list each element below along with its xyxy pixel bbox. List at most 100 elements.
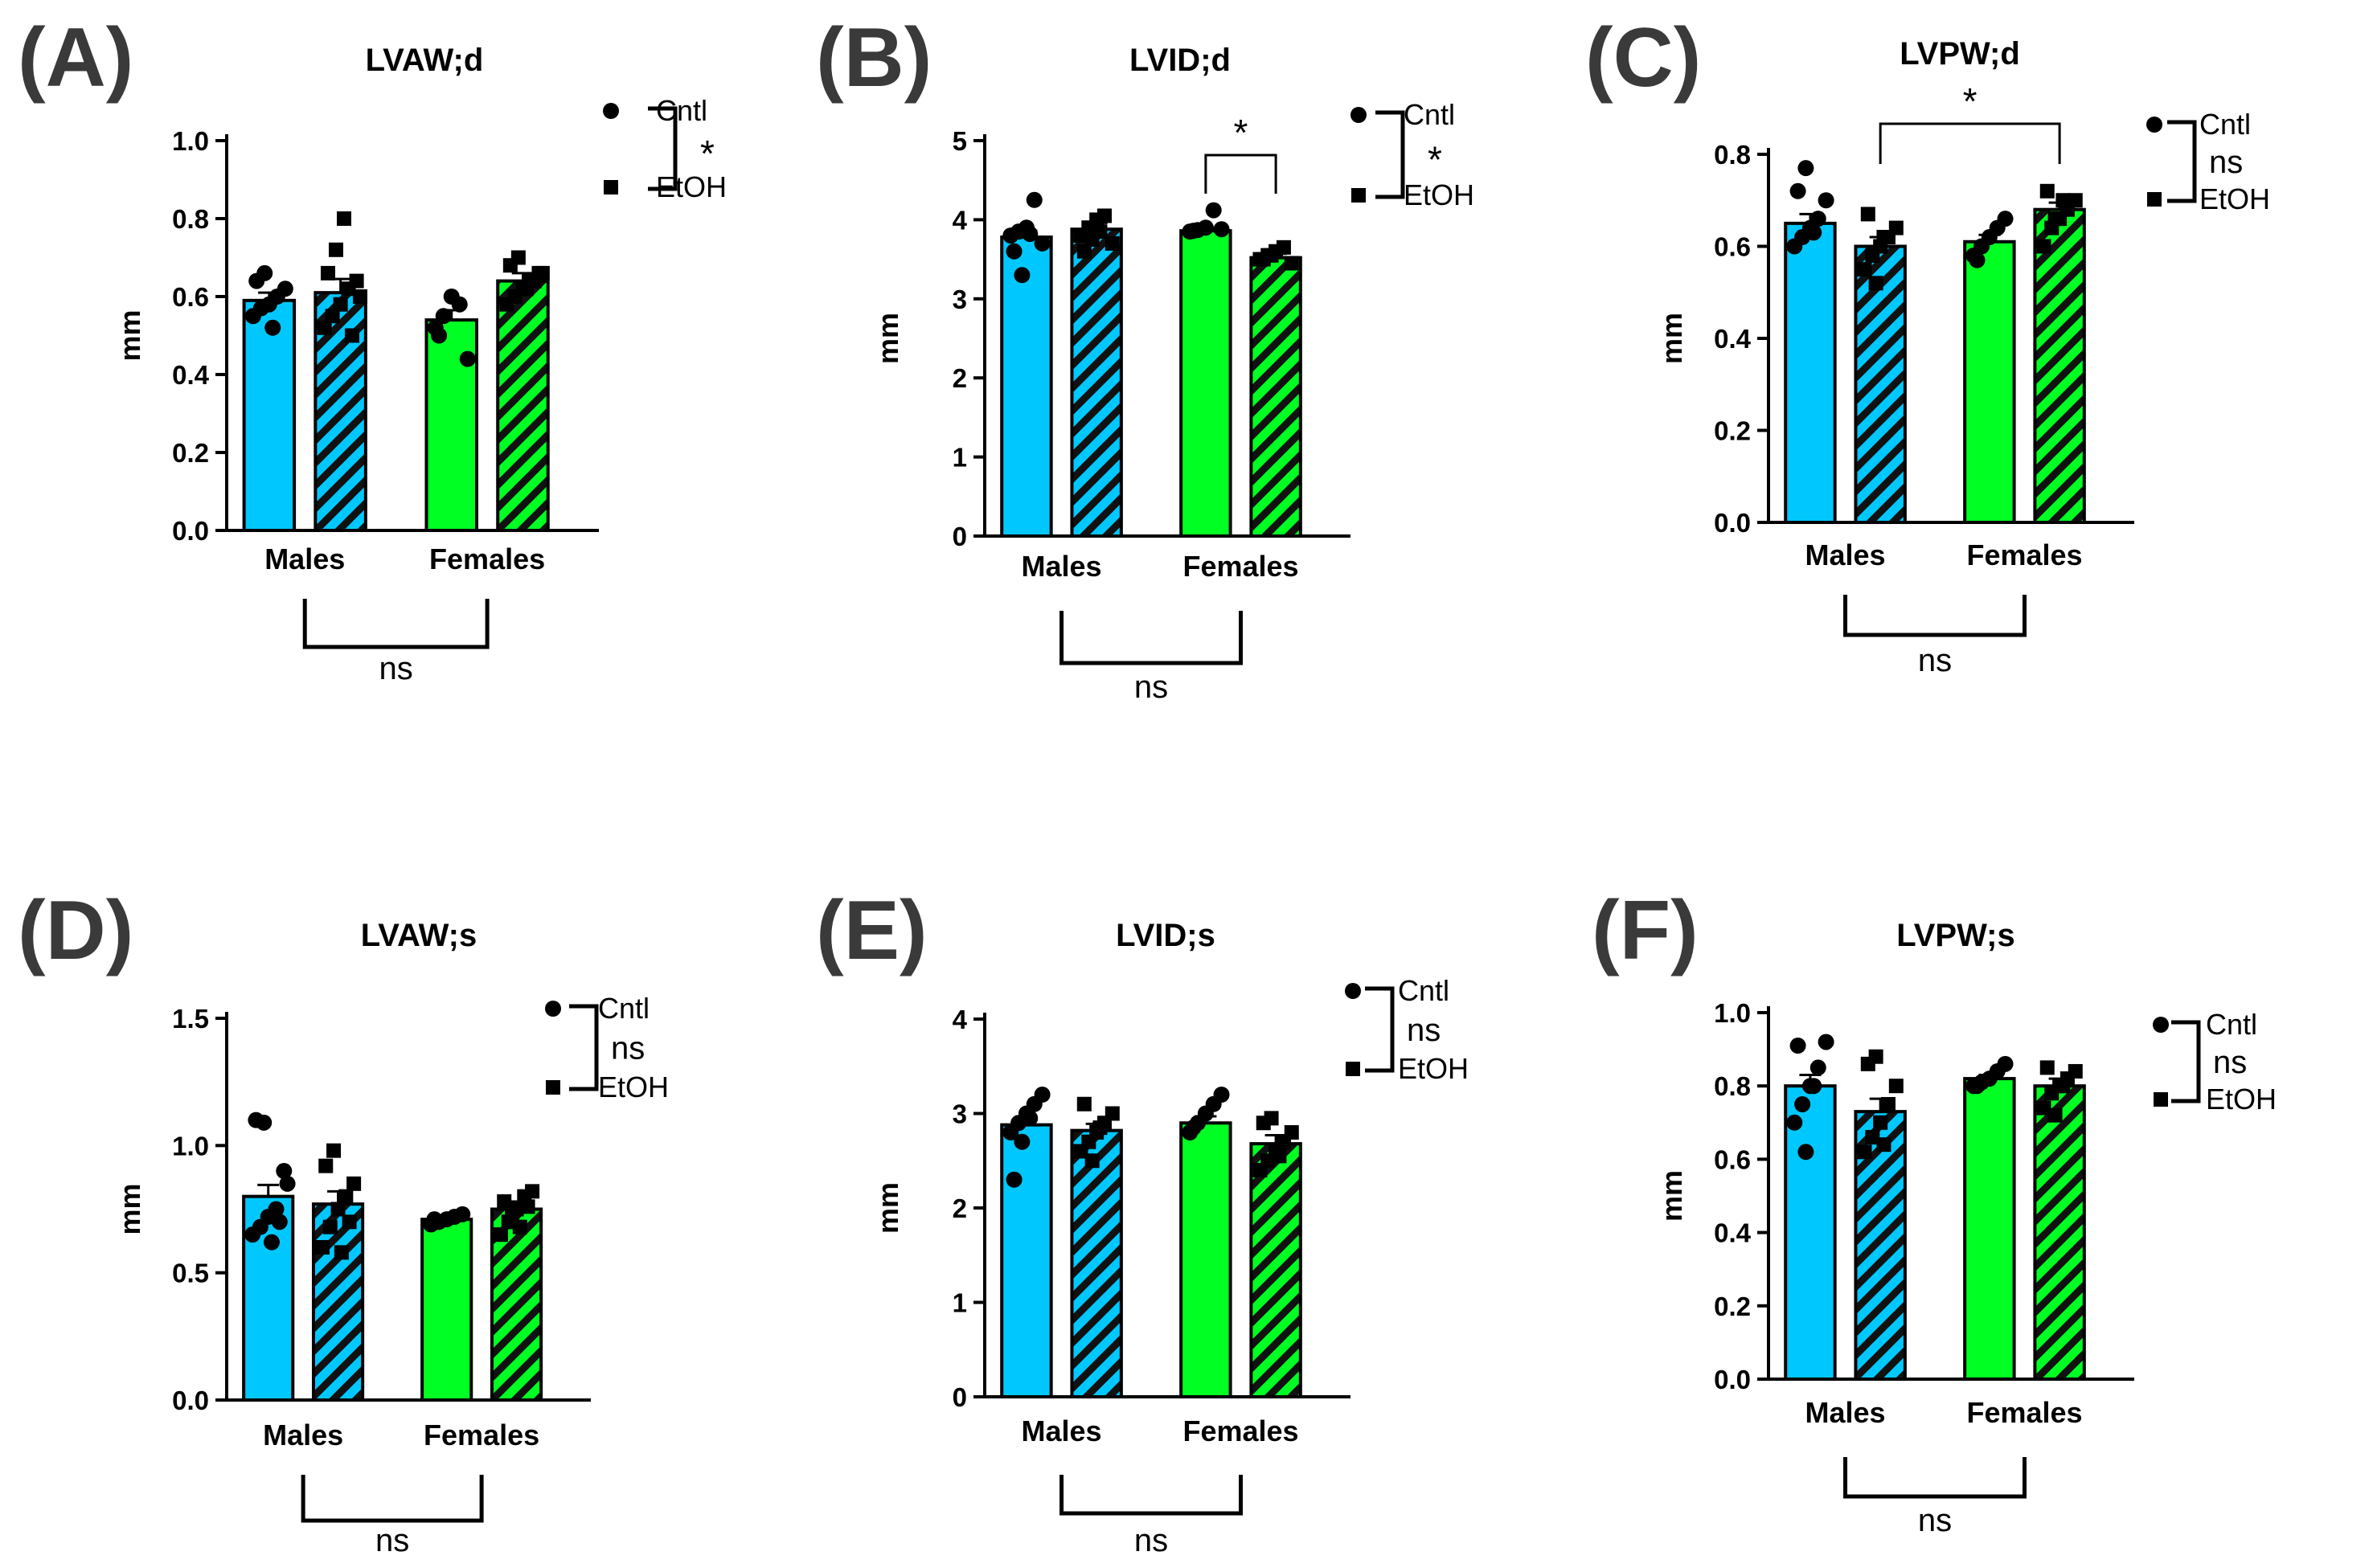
sex-bracket	[1059, 611, 1243, 665]
x-category-label: Females	[1182, 550, 1298, 583]
data-point-cntl	[459, 350, 476, 367]
data-point-etoh	[493, 1227, 508, 1243]
data-point-etoh	[1880, 1097, 1896, 1112]
legend-bracket	[2167, 120, 2197, 203]
legend-etoh-label: EtOH	[2199, 182, 2270, 215]
data-point-cntl	[1997, 211, 2014, 227]
y-tick-label: 0.2	[172, 438, 209, 468]
data-point-cntl	[264, 319, 281, 336]
pair-bracket-label: *	[1234, 112, 1248, 154]
data-point-etoh	[1264, 248, 1279, 263]
x-category-label: Females	[1966, 538, 2082, 571]
data-point-etoh	[1096, 208, 1112, 223]
legend-bracket	[569, 1004, 599, 1091]
bar-males-cntl	[1784, 221, 1837, 524]
data-point-cntl	[1213, 1087, 1230, 1103]
legend-cntl-marker	[1345, 983, 1361, 999]
y-axis-label: mm	[113, 309, 146, 361]
legend-cntl-marker	[2153, 1017, 2169, 1033]
data-point-cntl	[1026, 191, 1043, 208]
y-axis-label: mm	[113, 1183, 146, 1234]
legend-bracket	[648, 106, 678, 191]
bar-males-cntl	[242, 298, 297, 532]
legend-etoh-marker	[1346, 1062, 1360, 1076]
y-tick-label: 0.8	[1714, 140, 1751, 170]
panel-letter: (D)	[18, 884, 133, 977]
sex-bracket-label: ns	[1918, 1503, 1952, 1538]
bar-males-cntl	[1784, 1084, 1837, 1381]
data-point-etoh	[1888, 1079, 1904, 1094]
bar-males-cntl	[1000, 1123, 1053, 1398]
y-tick-label: 2	[953, 363, 967, 393]
legend-bracket-label: ns	[2209, 145, 2243, 180]
data-point-etoh	[349, 273, 364, 289]
bar-females-etoh	[1249, 256, 1302, 538]
bar-males-etoh	[1070, 1128, 1123, 1399]
data-point-etoh	[1276, 239, 1291, 255]
panel-d: (D) LVAW;s 0.0 0.5 1.0 1.5 mm Males Females ns Cnt…	[18, 884, 669, 1558]
sex-bracket-label: ns	[1134, 1523, 1168, 1558]
data-point-cntl	[426, 1211, 443, 1228]
data-point-etoh	[2036, 239, 2051, 254]
data-point-cntl	[1185, 223, 1202, 239]
y-tick-label: 0.0	[172, 516, 209, 546]
sex-bracket-label: ns	[375, 1523, 409, 1558]
data-point-etoh	[1076, 1096, 1092, 1112]
legend-cntl-label: Cntl	[2206, 1008, 2257, 1041]
legend-etoh-label: EtOH	[1404, 178, 1474, 211]
y-tick-label: 0.5	[172, 1259, 209, 1288]
x-category-label: Females	[1966, 1396, 2082, 1429]
panel-letter: (B)	[816, 11, 932, 104]
legend-bracket-label: *	[1428, 139, 1442, 181]
y-tick-label: 2	[953, 1193, 967, 1223]
data-point-etoh	[346, 1176, 362, 1191]
data-point-etoh	[318, 1158, 334, 1173]
data-point-cntl	[263, 1234, 280, 1251]
pair-bracket-label: *	[1963, 80, 1978, 122]
data-point-etoh	[1868, 1049, 1883, 1064]
data-point-etoh	[1857, 262, 1872, 277]
data-point-etoh	[320, 265, 335, 280]
bar-females-cntl	[1963, 1077, 2016, 1381]
legend-cntl-marker	[603, 103, 619, 119]
data-point-cntl	[1818, 1034, 1834, 1050]
y-tick-label: 1.5	[172, 1004, 209, 1034]
data-point-cntl	[431, 327, 448, 344]
data-point-etoh	[344, 328, 359, 343]
panel-f: (F) LVPW;s 0.0 0.2 0.4 0.6 0.8 1.0 mm Males Female…	[1592, 884, 2277, 1538]
bar-males-etoh	[311, 1202, 365, 1402]
data-point-etoh	[317, 320, 332, 335]
legend-etoh-marker	[1351, 188, 1366, 203]
data-point-etoh	[1873, 1115, 1888, 1130]
data-point-etoh	[1284, 256, 1299, 271]
data-point-etoh	[1284, 1125, 1299, 1140]
data-point-cntl	[1797, 1144, 1814, 1161]
data-point-cntl	[1805, 1078, 1822, 1095]
y-tick-label: 0.0	[1714, 508, 1751, 538]
data-point-cntl	[435, 308, 452, 325]
data-point-cntl	[1997, 1055, 2014, 1072]
legend-etoh-label: EtOH	[1398, 1052, 1469, 1085]
legend-bracket-label: *	[700, 133, 715, 174]
data-point-etoh	[2047, 1107, 2063, 1123]
chart-title: LVPW;d	[1900, 36, 2020, 72]
data-point-etoh	[2047, 211, 2063, 227]
data-point-etoh	[1264, 1111, 1279, 1126]
sex-bracket	[301, 1475, 484, 1523]
data-point-etoh	[2055, 1079, 2071, 1094]
legend-etoh-marker	[2147, 192, 2162, 207]
data-point-etoh	[1876, 1137, 1891, 1152]
y-tick-label: 1.0	[1714, 998, 1751, 1028]
x-category-label: Males	[1022, 1414, 1102, 1447]
bar-females-cntl	[1179, 1121, 1232, 1398]
data-point-etoh	[1888, 220, 1904, 235]
pair-bracket	[1204, 154, 1277, 194]
sex-bracket	[302, 599, 490, 649]
data-point-cntl	[1213, 221, 1230, 238]
y-tick-label: 0.4	[1714, 1218, 1752, 1248]
x-category-label: Males	[264, 542, 345, 575]
data-point-etoh	[535, 265, 550, 280]
chart-title: LVAW;s	[361, 918, 477, 953]
y-tick-label: 1.0	[172, 126, 209, 156]
panel-c: (C) LVPW;d 0.0 0.2 0.4 0.6 0.8 mm Males Females ns…	[1585, 11, 2270, 678]
